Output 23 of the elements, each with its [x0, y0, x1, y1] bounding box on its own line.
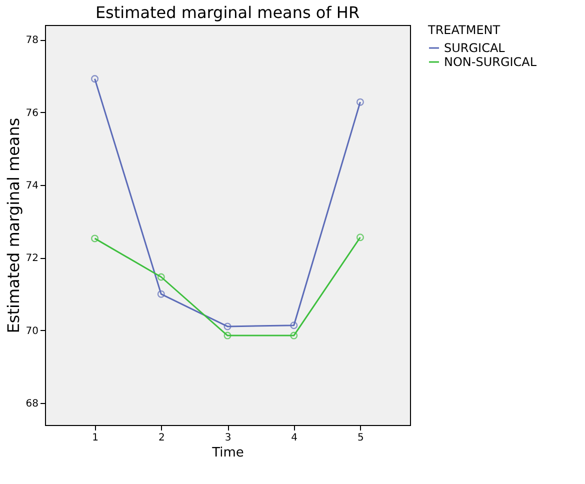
y-tick-label: 70 [26, 326, 38, 337]
point [157, 273, 165, 281]
x-axis-title: Time [211, 446, 244, 460]
x-tick-label: 2 [158, 432, 165, 444]
y-tick-label: 78 [26, 35, 38, 46]
point [157, 290, 165, 298]
point [224, 332, 232, 340]
legend-label: NON-SURGICAL [444, 55, 537, 69]
x-tick-label: 4 [291, 432, 298, 444]
y-tick-label: 74 [26, 180, 38, 192]
point [290, 322, 298, 330]
y-tick-label: 76 [26, 108, 38, 119]
x-tick-label: 3 [224, 432, 232, 444]
y-axis-title: Estimated marginal means [4, 118, 23, 334]
chart-title: Estimated marginal means of HR [95, 3, 360, 22]
point [290, 332, 298, 340]
legend-title: TREATMENT [427, 23, 501, 37]
point [224, 322, 232, 330]
y-tick-label: 68 [26, 398, 38, 410]
y-tick-label: 72 [26, 253, 38, 264]
x-tick-label: 1 [92, 432, 98, 444]
legend-label: SURGICAL [444, 41, 506, 55]
x-tick-label: 5 [358, 432, 364, 444]
